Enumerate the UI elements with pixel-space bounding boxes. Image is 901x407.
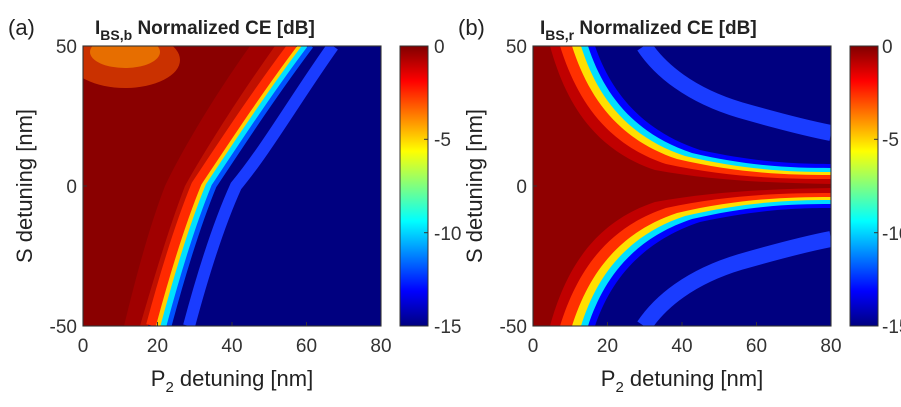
panel-a-colorbar: 0 -5 -10 -15 xyxy=(399,37,461,338)
panel-b-heatmap xyxy=(533,46,831,326)
panel-b-ylabel: S detuning [nm] xyxy=(462,109,487,263)
panel-a-yticks: 50 0 -50 xyxy=(50,37,87,338)
panel-a-title-sub: BS,b xyxy=(100,27,132,43)
panel-b-xlabel: P2 detuning [nm] xyxy=(601,366,763,396)
panel-b: (b) IBS,r Normalized CE [dB] 50 0 xyxy=(458,15,901,396)
panel-b-title-rest: Normalized CE [dB] xyxy=(574,18,757,39)
panel-b-label: (b) xyxy=(458,15,485,40)
panel-a-xtick-80: 80 xyxy=(370,336,391,357)
panel-a-xtick-40: 40 xyxy=(221,336,242,357)
panel-b-colorbar: 0 -5 -10 -15 xyxy=(849,37,901,338)
panel-b-cbar-tick-5: -5 xyxy=(882,130,899,151)
panel-b-xtick-40: 40 xyxy=(671,336,692,357)
panel-a-ytick-50: 50 xyxy=(56,37,77,58)
panel-b-yticks: 50 0 -50 xyxy=(500,37,537,338)
panel-b-xtick-20: 20 xyxy=(597,336,618,357)
panel-b-cbar-tick-0: 0 xyxy=(882,37,893,58)
panel-b-xtick-60: 60 xyxy=(746,336,767,357)
panel-b-ytick-0: 0 xyxy=(516,177,527,198)
panel-a-xticks: 0 20 40 60 80 xyxy=(78,322,392,357)
panel-b-title-main: I xyxy=(540,18,545,39)
panel-b-ytick-neg50: -50 xyxy=(500,317,527,338)
panel-b-cbar-tick-15: -15 xyxy=(882,317,901,338)
panel-a-ytick-neg50: -50 xyxy=(50,317,77,338)
panel-a-cbar-tick-5: -5 xyxy=(434,130,451,151)
panel-b-xtick-80: 80 xyxy=(820,336,841,357)
panel-a-side-lobe xyxy=(183,46,338,326)
panel-a-xtick-20: 20 xyxy=(147,336,168,357)
panel-b-title: IBS,r Normalized CE [dB] xyxy=(540,18,757,43)
panel-a-ytick-0: 0 xyxy=(66,177,77,198)
panel-a-xtick-0: 0 xyxy=(78,336,89,357)
panel-b-xticks: 0 20 40 60 80 xyxy=(528,322,842,357)
panel-a-ylabel: S detuning [nm] xyxy=(12,109,37,263)
panel-a-heatmap xyxy=(83,46,381,326)
panel-b-side-lobe-upper xyxy=(637,46,831,141)
panel-a-xtick-60: 60 xyxy=(296,336,317,357)
panel-b-ytick-50: 50 xyxy=(506,37,527,58)
panel-b-xtick-0: 0 xyxy=(528,336,539,357)
panel-a-title: IBS,b Normalized CE [dB] xyxy=(95,18,315,43)
panel-a-main-lobe-edge xyxy=(146,46,301,326)
panel-a-title-rest: Normalized CE [dB] xyxy=(132,18,315,39)
panel-b-side-lobe-lower xyxy=(637,231,831,326)
panel-a-cbar-tick-0: 0 xyxy=(434,37,445,58)
panel-a-label: (a) xyxy=(8,15,35,40)
panel-a-title-main: I xyxy=(95,18,100,39)
panel-b-title-sub: BS,r xyxy=(545,27,574,43)
panel-a-cbar-tick-10: -10 xyxy=(434,224,461,245)
panel-a: (a) IBS,b Normalized CE [dB] xyxy=(8,15,461,396)
panel-b-cbar-tick-10: -10 xyxy=(882,224,901,245)
panel-a-cbar-tick-15: -15 xyxy=(434,317,461,338)
panel-a-xlabel: P2 detuning [nm] xyxy=(151,366,313,396)
